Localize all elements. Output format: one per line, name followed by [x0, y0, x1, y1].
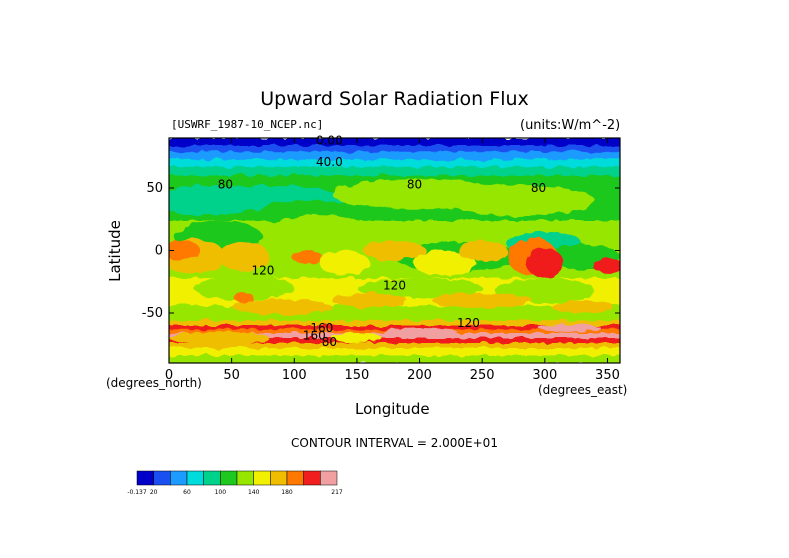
contour-region [291, 249, 322, 265]
colorbar-swatch [186, 470, 204, 486]
colorbar-swatch [286, 470, 304, 486]
x-tick-label: 0 [165, 368, 173, 383]
file-label: [USWRF_1987-10_NCEP.nc] [171, 118, 324, 131]
y-tick-label: 50 [146, 181, 163, 196]
colorbar: -0.137 20 60 100 140 180 217 [127, 470, 343, 496]
contour-region [381, 328, 458, 336]
contour-region [319, 250, 370, 276]
x-tick-label: 300 [532, 368, 557, 383]
contour-band [169, 320, 620, 327]
x-tick-label: 150 [345, 368, 370, 383]
colorbar-swatch [303, 470, 321, 486]
contour-band [169, 166, 620, 177]
contour-region [356, 278, 483, 298]
x-tick-label: 350 [595, 368, 620, 383]
contour-label: 80 [407, 177, 422, 191]
contour-label: 0.00 [316, 134, 343, 148]
contour-band [169, 343, 620, 349]
contour-region [457, 240, 508, 261]
colorbar-tick-label: 60 [183, 489, 191, 496]
contour-band [169, 355, 620, 363]
contour-region [194, 275, 295, 301]
contour-label: 120 [383, 279, 406, 293]
contour-region [219, 241, 270, 272]
contour-band [169, 338, 620, 344]
contour-region [413, 250, 476, 276]
contour-region [551, 300, 614, 313]
contour-label: 80 [322, 335, 337, 349]
y-tick-label: 0 [155, 244, 163, 259]
colorbar-swatch [170, 470, 188, 486]
contour-band [169, 138, 620, 147]
colorbar-tick-label: -0.137 [127, 489, 147, 496]
contour-label: 80 [531, 181, 546, 195]
colorbar-tick-label: 20 [150, 489, 158, 496]
contour-field [169, 138, 620, 363]
colorbar-swatch [270, 470, 288, 486]
axes: 0 50 100 150 200 250 300 350 -50 0 50 [142, 138, 620, 383]
colorbar-swatch [253, 470, 271, 486]
chart-title: Upward Solar Radiation Flux [260, 88, 529, 110]
contour-label: 160 [310, 321, 333, 335]
contour-interval-label: CONTOUR INTERVAL = 2.000E+01 [291, 436, 498, 450]
contour-region [363, 240, 426, 261]
contour-region [444, 185, 595, 216]
y-axis-label: Latitude [106, 220, 124, 282]
contour-region [234, 293, 255, 303]
x-tick-label: 250 [470, 368, 495, 383]
contour-region [526, 248, 564, 278]
contour-label: 40.0 [316, 155, 343, 169]
contour-region [331, 293, 408, 308]
contour-region [169, 331, 270, 345]
colorbar-swatch [320, 470, 338, 486]
contour-region [432, 293, 533, 308]
contour-label: 80 [218, 177, 233, 191]
x-unit-label: (degrees_east) [538, 383, 628, 397]
x-tick-label: 200 [407, 368, 432, 383]
x-tick-label: 100 [282, 368, 307, 383]
x-tick-label: 50 [223, 368, 240, 383]
contour-band [169, 159, 620, 168]
contour-region [331, 333, 382, 343]
contour-band [169, 151, 620, 161]
contour-band [169, 333, 620, 339]
y-unit-label: (degrees_north) [106, 376, 202, 390]
contour-region [538, 324, 602, 332]
colorbar-swatch [236, 470, 254, 486]
contour-region [269, 214, 370, 250]
contour-region [231, 299, 332, 315]
colorbar-swatch [136, 470, 154, 486]
y-tick-label: -50 [142, 306, 163, 321]
contour-band [169, 348, 620, 357]
colorbar-tick-label: 180 [281, 489, 293, 496]
contour-label: 120 [252, 264, 275, 278]
x-axis-label: Longitude [355, 400, 430, 418]
colorbar-tick-label: 140 [248, 489, 260, 496]
contour-band [169, 145, 620, 153]
contour-label: 120 [457, 316, 480, 330]
colorbar-swatch [153, 470, 171, 486]
contour-label: 160 [303, 329, 326, 343]
contour-region [592, 258, 620, 273]
contour-band [169, 325, 620, 331]
colorbar-tick-label: 217 [331, 489, 343, 496]
colorbar-tick-label: 100 [215, 489, 227, 496]
units-label: (units:W/m^-2) [520, 118, 621, 133]
colorbar-swatch [203, 470, 221, 486]
contour-fill-group [169, 138, 620, 363]
colorbar-swatch [220, 470, 238, 486]
contour-region [169, 240, 201, 261]
